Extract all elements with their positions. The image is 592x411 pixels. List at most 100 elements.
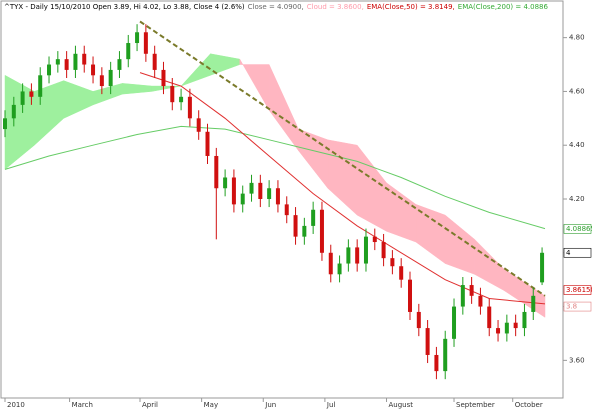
price-label-box [563,224,592,234]
candle-body [55,59,60,65]
candle-body [47,64,52,76]
price-label: 4 [563,247,592,258]
candle-body [20,91,25,105]
candle-body [196,118,201,132]
candle-body [381,242,386,259]
y-tick-label: 4.20 [569,195,585,203]
candle-body [205,131,210,156]
candle-body [187,96,192,119]
candle-body [284,204,289,216]
candle-body [311,209,316,226]
price-label-box [563,285,592,295]
candle-body [425,328,430,355]
candle-body [179,96,184,103]
candle-body [522,311,527,329]
candle-body [434,354,439,372]
candle-body [293,215,298,237]
candle-body [302,225,307,237]
cloud-segment [151,85,182,92]
y-tick-label: 3.60 [569,356,585,364]
price-label: 4.08865 [563,224,592,234]
candle-body [73,53,78,70]
price-label-text: 4 [566,249,571,257]
x-tick-label: March [72,401,93,409]
candle-body [231,177,236,205]
candle-body [161,69,166,87]
candle-body [363,236,368,264]
candle-body [452,306,457,339]
candle-body [496,328,501,334]
candle-body [460,285,465,307]
candle-body [275,188,280,205]
y-tick-label: 4.60 [569,87,585,95]
header-segment: ^TYX - Daily 15/10/2010 Open 3.89, Hi 4.… [4,3,245,11]
candle-body [170,86,175,103]
candle-body [108,69,113,87]
candle-body [469,285,474,296]
candle-body [249,182,254,194]
candle-body [152,53,157,70]
candle-body [99,75,104,87]
candle-body [346,247,351,264]
candle-body [143,32,148,54]
header-segment: EMA(Close,200) = 4.0886 [458,3,549,11]
x-tick-label: 2010 [7,401,25,409]
x-tick-label: October [515,401,543,409]
candle-body [540,252,545,283]
candle-body [240,193,245,205]
candle-body [11,104,16,119]
trend-line [139,20,546,297]
candle-body [319,209,324,253]
price-label-text: 3.86150 [566,286,592,294]
candle-body [372,236,377,243]
y-tick-label: 4.80 [569,34,585,42]
candle-body [337,263,342,275]
candle-body [64,59,69,70]
candle-body [267,188,272,199]
x-tick-label: August [389,401,414,409]
header-segment: EMA(Close,50) = 3.8149, [367,3,455,11]
candle-body [91,64,96,76]
candle-body [82,53,87,65]
price-label-box [563,301,592,312]
candle-body [3,118,7,130]
candle-body [223,177,228,189]
candle-body [487,306,492,329]
x-tick-label: September [456,401,495,409]
header-segment: Close = 4.0900, [248,3,304,11]
x-tick-label: Jul [326,401,336,409]
moving-average [139,72,546,305]
candle-body [38,75,43,97]
candle-body [504,322,509,334]
candle-body [531,295,536,312]
price-label-text: 3.8 [566,303,577,311]
candle-body [408,279,412,312]
price-label-text: 4.08865 [566,225,592,233]
candle-body [416,311,421,329]
candle-body [328,252,333,275]
candle-body [390,258,395,267]
header: ^TYX - Daily 15/10/2010 Open 3.89, Hi 4.… [4,3,548,11]
candle-body [443,338,448,372]
candle-body [214,155,219,189]
candle-body [135,32,140,44]
candle-body [513,322,518,329]
candle-body [29,91,34,97]
candle-body [355,247,360,264]
header-segment: Cloud = 3.8600, [307,3,364,11]
x-tick-label: Jun [264,401,276,409]
candle-body [399,266,404,280]
candle-body [117,59,122,70]
candle-body [258,182,263,199]
candle-body [126,43,131,60]
price-label-box [563,247,592,258]
x-tick-label: May [204,401,218,409]
price-label: 3.86150 [563,285,592,295]
price-label: 3.8 [563,301,592,312]
moving-average [4,125,546,230]
y-tick-label: 4.40 [569,141,585,149]
candle-body [478,295,483,307]
x-tick-label: April [142,401,158,409]
